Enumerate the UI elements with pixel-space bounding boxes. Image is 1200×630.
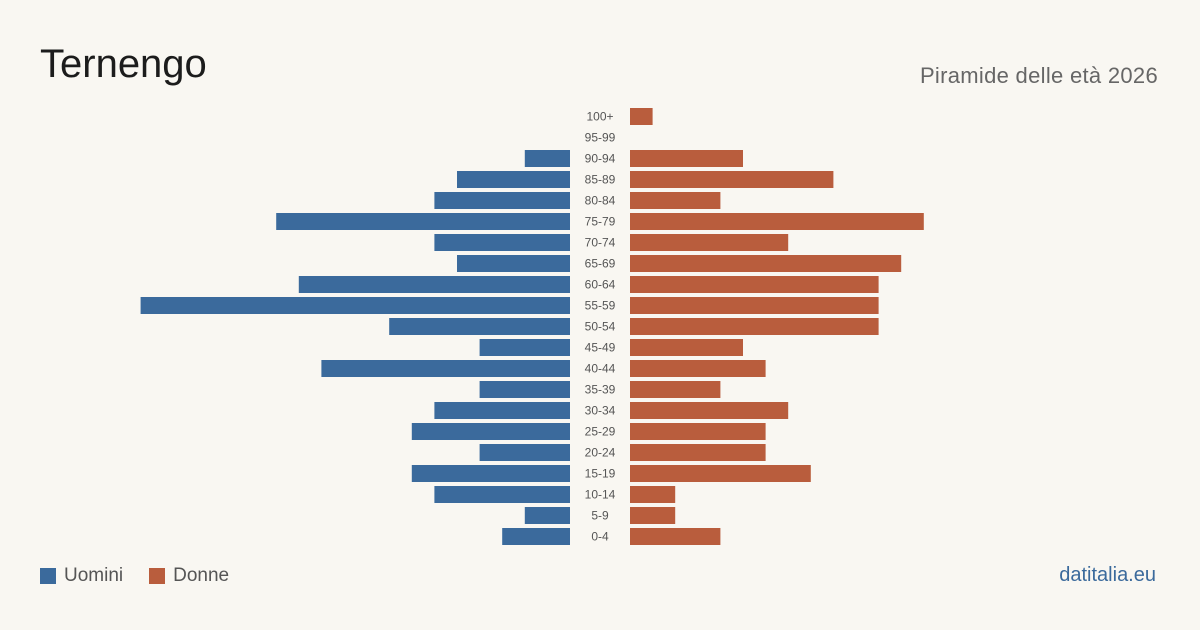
bar-women-90-94: [630, 150, 743, 167]
age-label-20-24: 20-24: [585, 446, 616, 460]
age-label-55-59: 55-59: [585, 299, 616, 313]
age-label-85-89: 85-89: [585, 173, 616, 187]
bar-women-25-29: [630, 423, 766, 440]
age-label-60-64: 60-64: [585, 278, 616, 292]
age-label-90-94: 90-94: [585, 152, 616, 166]
legend-label-men: Uomini: [64, 565, 124, 586]
bar-women-45-49: [630, 339, 743, 356]
age-label-50-54: 50-54: [585, 320, 616, 334]
age-label-95-99: 95-99: [585, 131, 616, 145]
bar-men-5-9: [524, 507, 570, 524]
bar-men-10-14: [434, 486, 570, 503]
bar-women-60-64: [630, 276, 879, 293]
age-label-15-19: 15-19: [585, 467, 616, 481]
legend-label-women: Donne: [173, 565, 230, 586]
bar-men-75-79: [276, 213, 570, 230]
legend-item-women: Donne: [149, 565, 229, 587]
bar-women-0-4: [630, 528, 721, 545]
legend-swatch-women: [149, 568, 166, 584]
bar-women-15-19: [630, 465, 811, 482]
bar-men-85-89: [457, 171, 570, 188]
bar-men-55-59: [140, 297, 570, 314]
bar-men-30-34: [434, 402, 570, 419]
bar-women-65-69: [630, 255, 902, 272]
bar-men-45-49: [479, 339, 570, 356]
age-label-45-49: 45-49: [585, 341, 616, 355]
bar-women-70-74: [630, 234, 789, 251]
bar-men-65-69: [457, 255, 570, 272]
age-label-80-84: 80-84: [585, 194, 616, 208]
age-label-10-14: 10-14: [585, 488, 616, 502]
bar-men-40-44: [321, 360, 570, 377]
age-label-5-9: 5-9: [591, 509, 609, 523]
bar-women-10-14: [630, 486, 676, 503]
bar-women-40-44: [630, 360, 766, 377]
bar-women-30-34: [630, 402, 789, 419]
age-label-25-29: 25-29: [585, 425, 616, 439]
page-title: Ternengo: [40, 42, 207, 86]
age-label-0-4: 0-4: [591, 530, 609, 544]
bar-women-5-9: [630, 507, 676, 524]
age-label-100+: 100+: [586, 110, 613, 124]
bar-men-0-4: [502, 528, 570, 545]
bar-men-15-19: [411, 465, 570, 482]
chart-subtitle: Piramide delle età 2026: [919, 63, 1158, 88]
legend-swatch-men: [40, 568, 56, 584]
age-label-35-39: 35-39: [585, 383, 616, 397]
bar-women-50-54: [630, 318, 879, 335]
bar-women-55-59: [630, 297, 879, 314]
age-label-65-69: 65-69: [585, 257, 616, 271]
bar-men-60-64: [298, 276, 570, 293]
bar-men-90-94: [524, 150, 570, 167]
bar-women-75-79: [630, 213, 924, 230]
bar-men-70-74: [434, 234, 570, 251]
bar-women-20-24: [630, 444, 766, 461]
age-label-75-79: 75-79: [585, 215, 616, 229]
bar-women-100+: [630, 108, 653, 125]
brand-link[interactable]: datitalia.eu: [1059, 564, 1156, 586]
age-label-30-34: 30-34: [585, 404, 616, 418]
bar-men-25-29: [411, 423, 570, 440]
legend: Uomini Donne: [40, 565, 255, 587]
bar-men-20-24: [479, 444, 570, 461]
age-label-40-44: 40-44: [585, 362, 616, 376]
bar-women-85-89: [630, 171, 834, 188]
legend-item-men: Uomini: [40, 565, 123, 587]
bar-men-80-84: [434, 192, 570, 209]
bar-men-35-39: [479, 381, 570, 398]
bar-women-80-84: [630, 192, 721, 209]
bar-women-35-39: [630, 381, 721, 398]
age-label-70-74: 70-74: [585, 236, 616, 250]
bar-men-50-54: [389, 318, 570, 335]
